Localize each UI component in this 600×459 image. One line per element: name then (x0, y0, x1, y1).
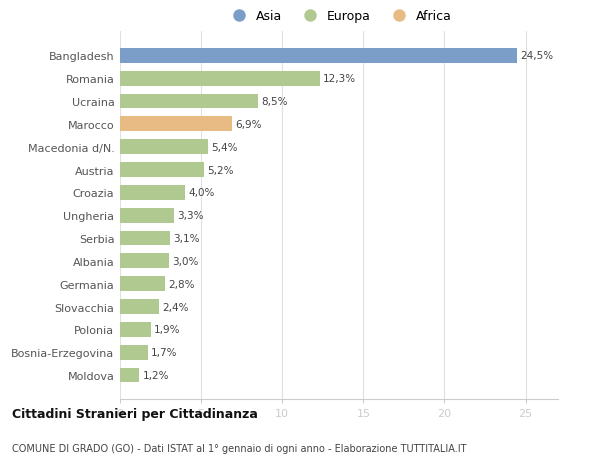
Text: 5,2%: 5,2% (208, 165, 234, 175)
Text: 1,2%: 1,2% (143, 370, 169, 380)
Bar (120, 163, 205, 178)
Text: 2,8%: 2,8% (169, 279, 195, 289)
Text: 1,9%: 1,9% (154, 325, 181, 335)
Bar (120, 49, 517, 64)
Bar (120, 322, 151, 337)
Text: 2,4%: 2,4% (162, 302, 188, 312)
Bar (120, 95, 258, 109)
Text: 6,9%: 6,9% (235, 120, 262, 129)
Bar (120, 208, 173, 223)
Bar (120, 72, 320, 86)
Text: Cittadini Stranieri per Cittadinanza: Cittadini Stranieri per Cittadinanza (12, 407, 258, 420)
Bar (120, 345, 148, 360)
Bar (120, 277, 166, 291)
Text: 3,3%: 3,3% (177, 211, 203, 221)
Bar (120, 299, 159, 314)
Text: 4,0%: 4,0% (188, 188, 215, 198)
Bar (120, 254, 169, 269)
Bar (120, 117, 232, 132)
Text: COMUNE DI GRADO (GO) - Dati ISTAT al 1° gennaio di ogni anno - Elaborazione TUTT: COMUNE DI GRADO (GO) - Dati ISTAT al 1° … (12, 443, 467, 453)
Text: 24,5%: 24,5% (521, 51, 554, 61)
Bar (120, 231, 170, 246)
Text: 3,1%: 3,1% (173, 234, 200, 244)
Bar (120, 140, 208, 155)
Text: 3,0%: 3,0% (172, 256, 198, 266)
Bar (120, 368, 139, 383)
Text: 5,4%: 5,4% (211, 142, 238, 152)
Text: 8,5%: 8,5% (261, 97, 287, 107)
Text: 12,3%: 12,3% (323, 74, 356, 84)
Legend: Asia, Europa, Africa: Asia, Europa, Africa (221, 6, 457, 28)
Bar (120, 185, 185, 200)
Text: 1,7%: 1,7% (151, 347, 178, 358)
